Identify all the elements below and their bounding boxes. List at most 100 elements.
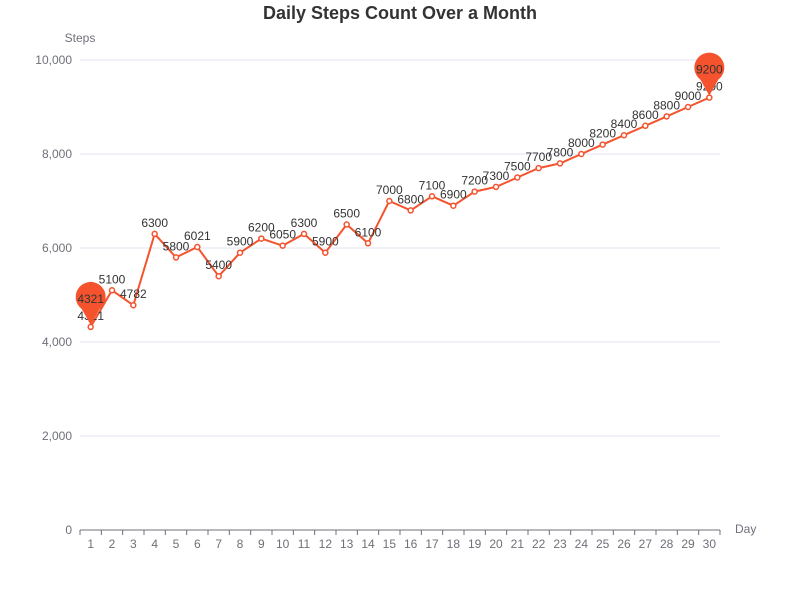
x-tick-label: 22 <box>532 537 546 551</box>
x-tick-label: 11 <box>298 537 311 551</box>
data-point <box>130 301 137 309</box>
data-point <box>428 193 436 200</box>
x-tick-label: 17 <box>425 537 439 551</box>
x-tick-label: 30 <box>703 537 717 551</box>
x-axis: 1 2 3 4 5 6 7 8 9 10 11 12 13 14 15 16 17 18 19 20 21 22 23 24 2… <box>79 529 721 551</box>
data-point <box>620 131 628 139</box>
data-label: 8600 <box>632 108 659 122</box>
series-line-group <box>87 94 713 331</box>
data-label: 6200 <box>248 221 275 235</box>
data-label: 7200 <box>461 174 488 188</box>
data-point <box>236 249 244 256</box>
x-tick-label: 19 <box>468 537 482 551</box>
x-tick-label: 25 <box>596 537 610 551</box>
data-label: 6500 <box>333 207 360 221</box>
data-label: 4782 <box>120 287 147 301</box>
data-point <box>194 243 201 251</box>
x-tick-label: 14 <box>361 537 375 551</box>
max-marker-label: 9200 <box>696 63 723 77</box>
x-tick-label: 16 <box>404 537 418 551</box>
y-axis: 0 2,000 4,000 6,000 8,000 10,000 <box>35 53 72 537</box>
data-point <box>108 287 116 294</box>
data-point <box>684 103 692 111</box>
x-tick-label: 21 <box>511 537 525 551</box>
y-tick-label: 0 <box>65 523 72 537</box>
x-tick-label: 6 <box>194 537 201 551</box>
data-label: 8200 <box>589 127 616 141</box>
data-label: 5400 <box>205 258 232 272</box>
data-point <box>151 230 158 238</box>
series-line <box>89 96 710 328</box>
data-point <box>706 94 713 101</box>
x-tick-label: 27 <box>639 537 653 551</box>
x-tick-label: 9 <box>258 537 265 551</box>
data-label: 6100 <box>355 225 382 239</box>
y-axis-title: Steps <box>65 31 96 45</box>
data-label: 9000 <box>675 89 702 103</box>
data-label: 8400 <box>611 117 638 131</box>
x-tick-label: 12 <box>319 537 333 551</box>
x-tick-label: 7 <box>215 537 222 551</box>
data-label: 7800 <box>547 145 574 159</box>
data-point <box>514 174 521 181</box>
x-tick-label: 18 <box>447 537 461 551</box>
data-point <box>407 207 414 214</box>
x-tick-label: 8 <box>237 537 244 551</box>
x-tick-label: 2 <box>109 537 116 551</box>
data-label: 7100 <box>419 178 446 192</box>
data-label: 6021 <box>184 229 211 243</box>
x-tick-label: 23 <box>553 537 567 551</box>
data-label: 7700 <box>525 150 552 164</box>
x-tick-label: 15 <box>383 537 397 551</box>
data-label: 6800 <box>397 192 424 206</box>
x-tick-label: 1 <box>87 537 94 551</box>
max-marker-pin <box>694 52 725 96</box>
y-tick-label: 8,000 <box>42 147 72 161</box>
data-point <box>279 242 286 249</box>
min-marker-label: 4321 <box>77 292 104 306</box>
y-tick-label: 4,000 <box>42 335 72 349</box>
y-tick-label: 10,000 <box>35 53 72 67</box>
marker-pins: 4321 9200 <box>75 52 725 325</box>
grid-lines <box>80 59 720 437</box>
data-point <box>492 183 500 191</box>
data-point <box>450 202 457 209</box>
data-point <box>386 197 393 205</box>
x-tick-label: 29 <box>681 537 695 551</box>
x-tick-label: 4 <box>151 537 158 551</box>
data-point <box>300 230 308 238</box>
data-point <box>556 160 564 167</box>
data-label: 5900 <box>312 235 339 249</box>
data-label: 5100 <box>99 272 126 286</box>
y-tick-label: 6,000 <box>42 241 72 255</box>
data-label: 5900 <box>227 235 254 249</box>
data-label: 6050 <box>269 228 296 242</box>
x-tick-label: 20 <box>489 537 503 551</box>
x-axis-title: Day <box>735 522 756 536</box>
data-point <box>578 150 585 158</box>
x-tick-label: 24 <box>575 537 589 551</box>
data-point <box>343 221 350 228</box>
data-point <box>599 141 606 148</box>
data-label: 7500 <box>504 160 531 174</box>
x-tick-label: 5 <box>173 537 180 551</box>
data-label: 8000 <box>568 136 595 150</box>
x-tick-label: 10 <box>276 537 290 551</box>
data-label: 7300 <box>483 169 510 183</box>
data-point <box>642 122 649 130</box>
x-tick-label: 26 <box>617 537 631 551</box>
data-label: 7000 <box>376 183 403 197</box>
data-label: 8800 <box>653 98 680 112</box>
x-tick-label: 13 <box>340 537 354 551</box>
data-point <box>322 249 329 256</box>
data-point <box>364 240 372 247</box>
data-label: 5800 <box>163 239 190 253</box>
data-label: 6300 <box>141 216 168 230</box>
data-point <box>215 272 222 280</box>
data-point <box>663 113 670 120</box>
min-marker-pin <box>75 281 106 325</box>
data-point <box>535 164 542 172</box>
y-tick-label: 2,000 <box>42 429 72 443</box>
data-point <box>172 254 180 261</box>
